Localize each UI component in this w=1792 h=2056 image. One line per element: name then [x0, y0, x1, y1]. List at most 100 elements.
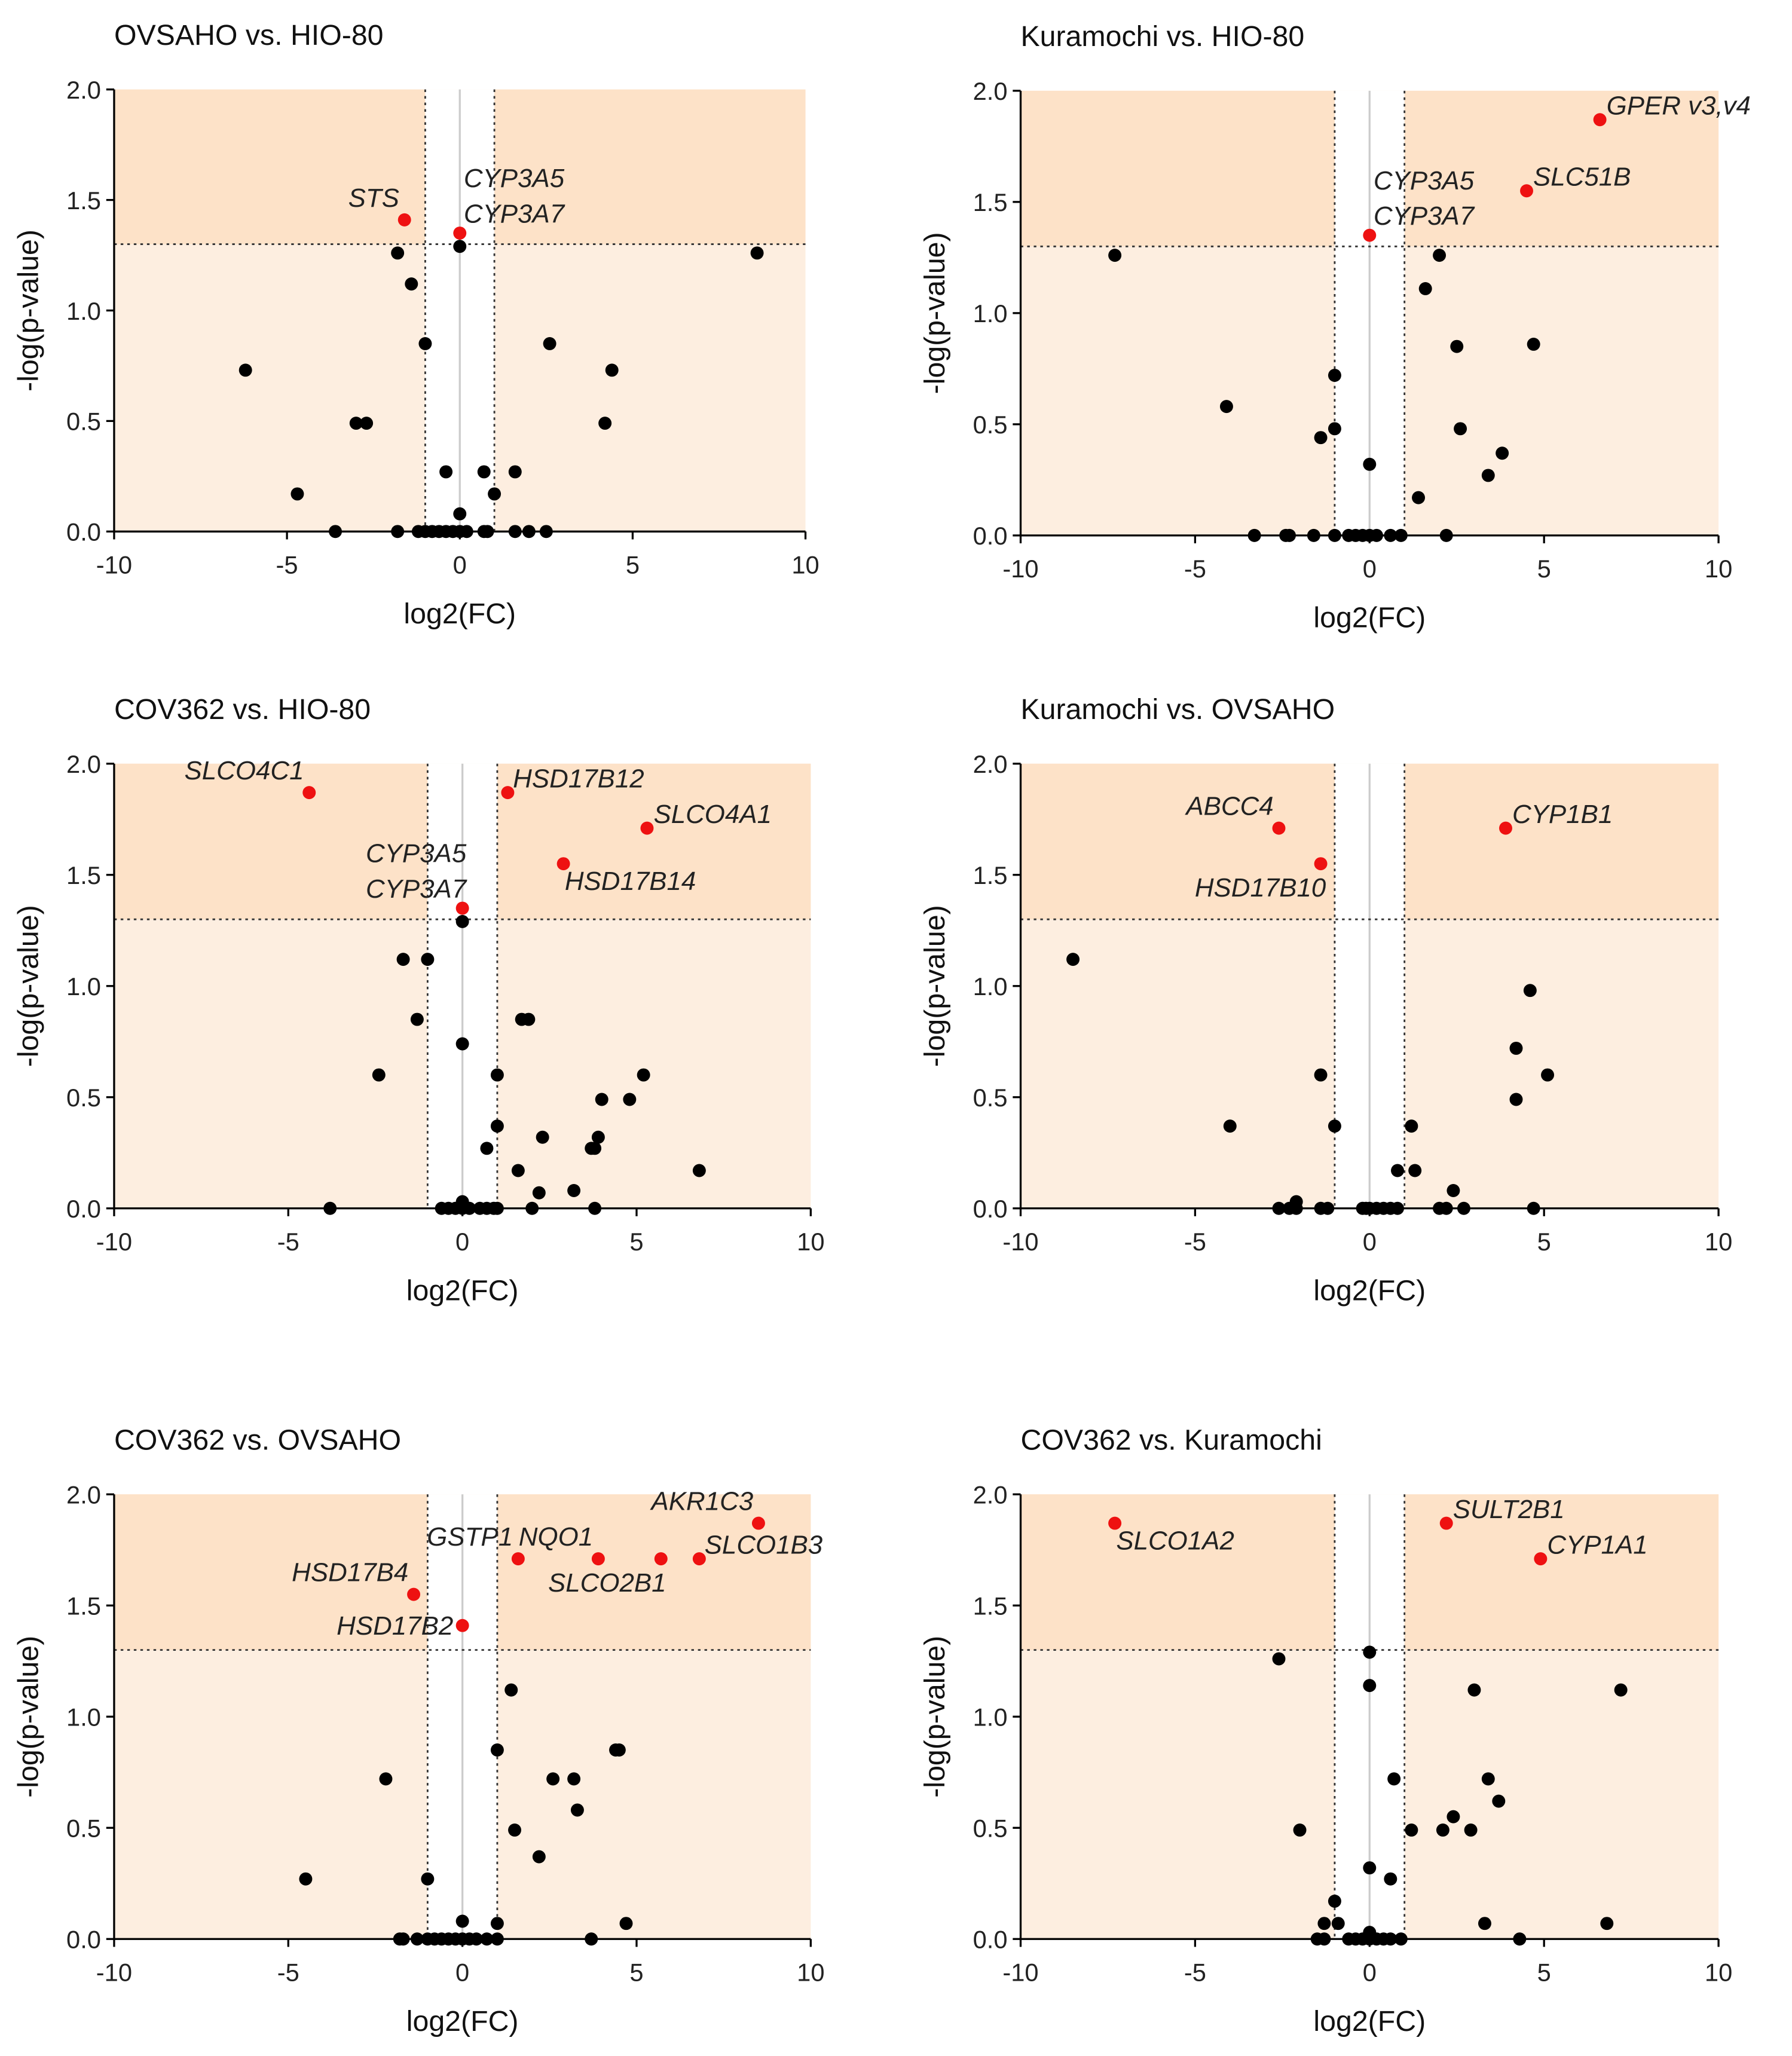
data-point: [480, 1932, 494, 1946]
data-point: [1394, 528, 1408, 542]
y-tick-label: 0.5: [973, 411, 1008, 439]
x-tick-label: 0: [453, 551, 467, 579]
data-point: [1384, 1932, 1397, 1946]
significant-data-point: [1499, 821, 1512, 835]
data-point: [1321, 1201, 1335, 1215]
gene-label: SULT2B1: [1453, 1495, 1565, 1524]
significant-data-point: [1534, 1552, 1548, 1566]
gene-label: CYP3A7: [464, 199, 565, 228]
data-point: [490, 1743, 504, 1757]
data-point: [453, 507, 467, 521]
data-point: [536, 1130, 549, 1144]
data-point: [299, 1872, 313, 1886]
data-point: [585, 1932, 598, 1946]
volcano-panel: -10 -5 0 5 10 0.0 0.5 1.0 1.5 2.0 Kuramochi vs. OV…: [919, 693, 1732, 1307]
data-point: [460, 525, 473, 539]
data-point: [1509, 1093, 1523, 1106]
volcano-panel: -10 -5 0 5 10 0.0 0.5 1.0 1.5 2.0 Kuramochi vs. HI…: [919, 20, 1751, 634]
data-point: [421, 953, 435, 966]
data-point: [1328, 528, 1341, 542]
x-tick-label: 0: [1363, 1228, 1377, 1256]
y-axis-label: -log(p-value): [13, 230, 45, 391]
significant-region-down: [114, 763, 428, 920]
data-point: [439, 465, 453, 479]
x-tick-label: -5: [1184, 555, 1206, 583]
gene-label: SLCO4A1: [653, 800, 772, 829]
y-tick-label: 1.5: [66, 186, 101, 215]
data-point: [1412, 491, 1426, 504]
data-point: [1436, 1823, 1449, 1837]
significant-data-point: [1314, 857, 1328, 871]
significant-data-point: [302, 786, 316, 800]
x-tick-label: 10: [1705, 1228, 1732, 1256]
data-point: [570, 1803, 584, 1817]
gene-label: CYP3A7: [366, 874, 467, 904]
data-point: [1314, 431, 1328, 445]
data-point: [1314, 1068, 1328, 1082]
x-tick-label: 0: [455, 1228, 469, 1256]
significant-region-down: [114, 89, 426, 244]
data-point: [1527, 1201, 1540, 1215]
data-point: [1391, 1164, 1404, 1177]
data-point: [1384, 1872, 1397, 1886]
x-tick-label: 10: [1705, 555, 1732, 583]
data-point: [1418, 282, 1432, 295]
data-point: [379, 1772, 393, 1786]
data-point: [1363, 1679, 1377, 1693]
significant-data-point: [640, 821, 654, 835]
gene-label: SLC51B: [1533, 162, 1631, 191]
gene-label: SLCO1A2: [1116, 1526, 1234, 1555]
data-point: [1363, 1645, 1377, 1659]
significant-region-down: [1020, 763, 1335, 920]
significant-data-point: [1439, 1516, 1453, 1530]
data-point: [546, 1772, 560, 1786]
data-point: [1527, 337, 1540, 351]
data-point: [692, 1164, 706, 1177]
gene-label: HSD17B4: [292, 1558, 408, 1587]
data-point: [1447, 1810, 1460, 1824]
significant-data-point: [654, 1552, 668, 1566]
significant-region-down: [114, 1494, 428, 1650]
data-point: [1219, 400, 1233, 414]
data-point: [1541, 1068, 1555, 1082]
significant-data-point: [1108, 1516, 1122, 1530]
y-tick-label: 1.0: [66, 297, 101, 325]
volcano-panel: -10 -5 0 5 10 0.0 0.5 1.0 1.5 2.0 COV362 vs. Kuram…: [919, 1424, 1732, 2037]
y-tick-label: 1.0: [973, 299, 1008, 328]
data-point: [349, 417, 363, 430]
x-axis-label: log2(FC): [406, 1274, 519, 1307]
x-axis-label: log2(FC): [403, 598, 516, 630]
x-tick-label: 5: [626, 551, 640, 579]
y-axis-label: -log(p-value): [13, 1636, 45, 1798]
data-point: [421, 1872, 435, 1886]
data-point: [1509, 1041, 1523, 1055]
data-point: [605, 363, 619, 377]
data-point: [591, 1130, 605, 1144]
significant-data-point: [455, 1619, 469, 1632]
panel-title: COV362 vs. OVSAHO: [114, 1424, 401, 1457]
x-tick-label: -5: [277, 1958, 299, 1986]
significant-data-point: [751, 1516, 765, 1530]
significant-data-point: [1520, 184, 1533, 198]
significant-data-point: [1363, 228, 1377, 242]
x-tick-label: 0: [455, 1958, 469, 1986]
data-point: [1272, 1201, 1286, 1215]
gene-label: SLCO2B1: [548, 1568, 666, 1598]
significant-data-point: [1593, 113, 1607, 127]
y-tick-label: 1.5: [66, 861, 101, 889]
data-point: [410, 1012, 424, 1026]
panel-title: OVSAHO vs. HIO-80: [114, 19, 384, 51]
data-point: [525, 1201, 539, 1215]
data-point: [1523, 984, 1537, 998]
data-point: [1317, 1917, 1331, 1930]
data-point: [463, 1201, 476, 1215]
gene-label: HSD17B2: [337, 1611, 453, 1641]
significant-region-up: [1404, 90, 1719, 247]
significant-data-point: [1272, 821, 1286, 835]
significant-region-up: [494, 89, 806, 244]
data-point: [511, 1164, 525, 1177]
data-point: [1331, 1917, 1345, 1930]
gene-label: HSD17B12: [513, 764, 644, 793]
data-point: [1387, 1772, 1401, 1786]
